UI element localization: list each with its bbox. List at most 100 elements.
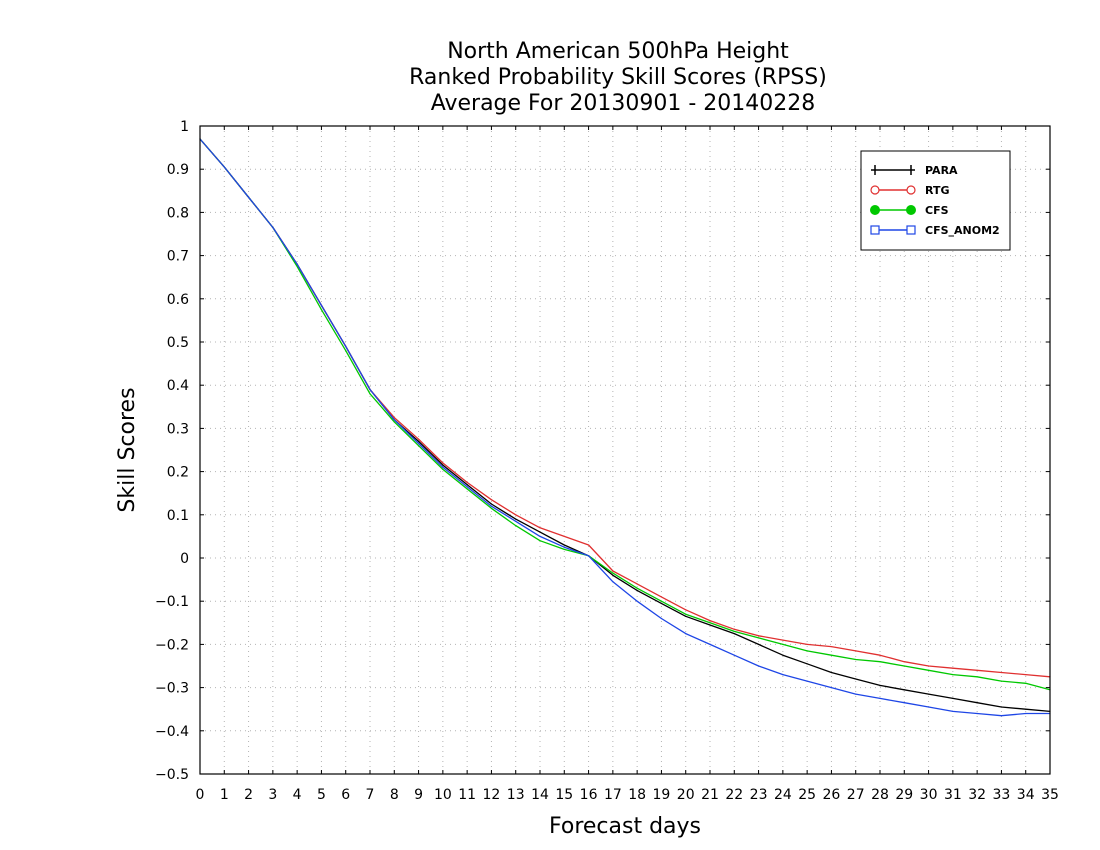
x-tick-label-26: 26 (823, 787, 841, 803)
data-point-cfs-18 (636, 587, 638, 589)
data-point-cfs-8 (393, 421, 395, 423)
x-tick-label-21: 21 (701, 787, 719, 803)
legend-label-cfs: CFS (925, 204, 949, 217)
data-point-cfs-anom2-33 (1000, 715, 1003, 717)
x-tick-label-31: 31 (944, 787, 962, 803)
data-point-rtg-8 (393, 417, 395, 419)
x-tick-label-10: 10 (434, 787, 452, 803)
chart-title-line-1: North American 500hPa Height (447, 39, 789, 64)
data-point-cfs-anom2-8 (393, 419, 395, 421)
data-point-rtg-12 (490, 499, 493, 501)
data-point-cfs-anom2-12 (490, 505, 493, 507)
x-tick-label-23: 23 (750, 787, 768, 803)
legend-label-rtg: RTG (925, 184, 950, 197)
legend-marker-cfs-anom2-1 (906, 225, 916, 235)
data-point-cfs-anom2-2 (247, 196, 250, 198)
data-point-para-24 (782, 654, 784, 656)
data-point-rtg-24 (782, 639, 784, 641)
data-point-cfs-31 (952, 674, 954, 676)
data-point-cfs-11 (466, 488, 468, 490)
x-tick-label-16: 16 (580, 787, 598, 803)
data-point-cfs-anom2-6 (345, 345, 347, 347)
data-point-cfs-anom2-17 (612, 581, 614, 583)
x-axis-ticks: 0 1 2 3 4 5 6 7 8 9 10 11 12 13 14 15 16 17 18 19 20 21 22 23 24… (196, 126, 1059, 803)
y-tick-label-5: 0.5 (167, 335, 189, 351)
data-point-cfs-anom2-21 (709, 643, 711, 646)
data-point-para-31 (952, 697, 954, 700)
legend-box (860, 150, 1011, 251)
data-point-para-20 (685, 615, 687, 617)
y-tick-label-12: −0.2 (155, 637, 189, 653)
data-point-cfs-9 (417, 445, 420, 447)
data-point-cfs-anom2-7 (369, 388, 371, 391)
data-point-para-15 (563, 544, 565, 546)
x-tick-label-28: 28 (871, 787, 889, 803)
data-point-rtg-30 (927, 665, 930, 667)
x-tick-label-19: 19 (653, 787, 671, 803)
data-point-para-19 (660, 602, 663, 604)
y-tick-label-8: 0.2 (167, 465, 189, 481)
y-tick-label-14: −0.4 (155, 724, 189, 740)
data-point-cfs-25 (806, 650, 808, 652)
data-point-cfs-anom2-20 (685, 633, 687, 635)
x-tick-label-3: 3 (268, 787, 277, 803)
data-point-para-23 (757, 643, 760, 646)
x-tick-label-14: 14 (531, 787, 549, 803)
data-point-cfs-21 (709, 622, 711, 624)
legend-marker-rtg-0 (870, 185, 880, 195)
data-point-para-34 (1025, 708, 1027, 710)
series-line-cfs-anom2 (199, 138, 1050, 717)
x-tick-label-2: 2 (244, 787, 253, 803)
data-point-cfs-29 (903, 665, 905, 667)
data-point-cfs-anom2-31 (952, 710, 954, 712)
legend-marker-cfs-0 (870, 205, 880, 215)
data-point-cfs-anom2-29 (903, 702, 905, 704)
data-point-cfs-anom2-25 (806, 680, 808, 682)
data-point-para-18 (636, 589, 638, 592)
y-tick-label-1: 0.9 (167, 162, 189, 178)
data-point-cfs-anom2-22 (733, 654, 735, 656)
data-point-cfs-anom2-9 (417, 442, 420, 445)
data-series (199, 138, 1051, 717)
data-point-cfs-27 (855, 658, 857, 661)
data-point-cfs-anom2-1 (223, 166, 225, 168)
data-point-rtg-22 (733, 628, 735, 630)
data-point-cfs-anom2-3 (272, 226, 274, 229)
x-tick-label-35: 35 (1041, 787, 1059, 803)
x-tick-label-1: 1 (220, 787, 229, 803)
data-point-cfs-anom2-23 (757, 665, 760, 667)
legend-label-para: PARA (925, 164, 958, 177)
data-point-cfs-33 (1000, 680, 1003, 682)
x-tick-label-25: 25 (798, 787, 816, 803)
data-point-cfs-28 (879, 661, 881, 663)
data-point-para-29 (903, 689, 905, 691)
x-tick-label-9: 9 (414, 787, 423, 803)
data-point-para-27 (855, 678, 857, 680)
x-tick-label-27: 27 (847, 787, 865, 803)
data-point-cfs-4 (296, 265, 298, 267)
data-point-cfs-14 (539, 540, 541, 542)
data-point-rtg-23 (757, 635, 760, 637)
data-point-cfs-30 (927, 669, 930, 671)
x-tick-label-7: 7 (366, 787, 375, 803)
data-point-para-11 (466, 483, 468, 486)
y-tick-label-9: 0.1 (167, 508, 189, 524)
x-axis-label: Forecast days (549, 814, 701, 839)
data-point-cfs-20 (685, 613, 687, 615)
data-point-cfs-17 (612, 572, 614, 574)
data-point-rtg-17 (612, 570, 614, 572)
x-tick-label-4: 4 (293, 787, 302, 803)
x-tick-label-11: 11 (458, 787, 476, 803)
data-point-para-17 (612, 574, 614, 576)
data-point-para-10 (442, 464, 444, 466)
data-point-para-22 (733, 633, 735, 635)
x-tick-label-12: 12 (483, 787, 501, 803)
y-tick-label-10: 0 (180, 551, 189, 567)
data-point-cfs-32 (976, 676, 978, 678)
data-point-cfs-anom2-14 (539, 535, 541, 538)
data-point-cfs-anom2-34 (1025, 712, 1027, 715)
data-point-cfs-anom2-11 (466, 486, 468, 488)
data-point-cfs-anom2-4 (296, 263, 298, 265)
data-point-cfs-anom2-30 (927, 706, 930, 708)
